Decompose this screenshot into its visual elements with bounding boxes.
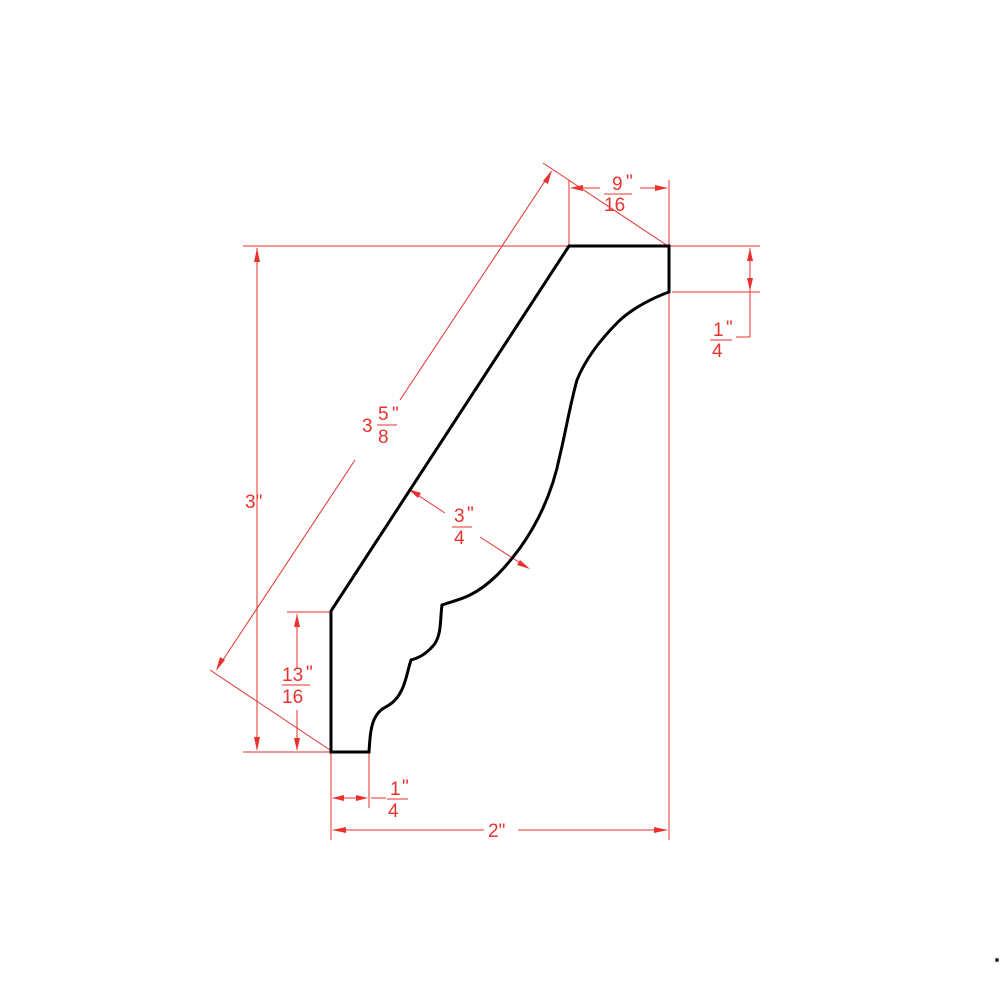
diagonal-numerator: 5 xyxy=(378,404,389,425)
top-drop-denominator: 4 xyxy=(712,341,723,362)
diagonal-arrow-top xyxy=(543,170,552,184)
label-thickness: 3 " 4 xyxy=(452,504,474,549)
molding-profile xyxy=(329,244,671,754)
bottom-height-arrow-top xyxy=(294,614,300,627)
diagonal-extension-top xyxy=(542,162,669,247)
diagonal-extension-bottom xyxy=(209,669,331,751)
diagonal-dimension-line-b xyxy=(216,459,356,670)
bottom-offset-inch-mark: " xyxy=(402,777,409,798)
bottom-offset-arrow-left xyxy=(332,795,344,801)
thickness-numerator: 3 xyxy=(454,506,465,527)
diagonal-inch-mark: " xyxy=(392,404,399,425)
label-bottom-height: 13 " 16 xyxy=(282,663,313,708)
top-width-arrow-right xyxy=(655,185,668,191)
top-width-arrow-left xyxy=(570,185,583,191)
thickness-inch-mark: " xyxy=(467,504,474,525)
dimension-lines xyxy=(209,162,760,840)
width-label: 2" xyxy=(488,821,505,842)
label-diagonal: 3 5 " 8 xyxy=(362,404,399,448)
top-drop-arrow-top xyxy=(747,248,753,261)
diagonal-denominator: 8 xyxy=(378,427,389,448)
label-top-drop: 1 " 4 xyxy=(710,318,733,362)
bottom-offset-arrow-right xyxy=(356,795,368,801)
label-top-width: 9 " 16 xyxy=(604,172,633,216)
dimension-arrowheads xyxy=(216,170,753,833)
bottom-offset-denominator: 4 xyxy=(388,801,399,822)
top-drop-inch-mark: " xyxy=(726,318,733,339)
diagonal-arrow-bottom xyxy=(216,657,225,671)
height-label: 3" xyxy=(245,492,262,513)
bottom-height-inch-mark: " xyxy=(306,663,313,684)
height-arrow-top xyxy=(254,248,260,262)
height-arrow-bottom xyxy=(254,737,260,751)
top-width-numerator: 9 xyxy=(612,174,623,195)
thickness-arrow-right xyxy=(517,560,530,569)
top-width-inch-mark: " xyxy=(626,172,633,193)
stray-mark xyxy=(995,958,999,962)
width-label-background xyxy=(484,819,518,841)
diagonal-dimension-line-a xyxy=(399,171,552,401)
label-bottom-offset: 1 " 4 xyxy=(387,777,409,822)
top-drop-arrow-bottom xyxy=(747,278,753,291)
diagonal-whole: 3 xyxy=(362,416,373,437)
top-width-denominator: 16 xyxy=(604,195,625,216)
width-arrow-left xyxy=(332,827,346,833)
width-arrow-right xyxy=(654,827,668,833)
bottom-height-arrow-bottom xyxy=(294,738,300,751)
bottom-height-denominator: 16 xyxy=(282,687,303,708)
thickness-arrow-left xyxy=(408,489,421,498)
top-drop-numerator: 1 xyxy=(713,320,724,341)
bottom-offset-numerator: 1 xyxy=(390,779,401,800)
thickness-denominator: 4 xyxy=(454,528,465,549)
bottom-height-numerator: 13 xyxy=(282,665,303,686)
